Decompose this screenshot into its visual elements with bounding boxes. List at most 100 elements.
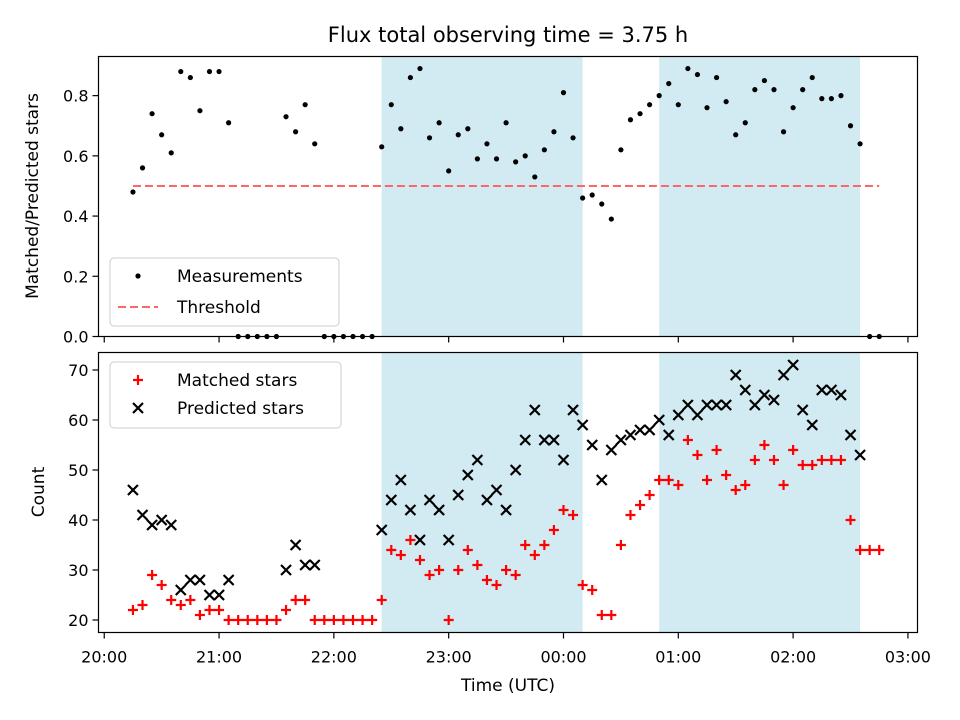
bottom-predicted-stars-point-40	[615, 434, 627, 446]
top-measurements-point-36	[474, 156, 480, 162]
bottom-matched-stars-point-44	[548, 525, 559, 535]
bottom-panel-ylabel: Count	[29, 466, 49, 517]
top-measurements-point-65	[752, 87, 758, 93]
top-measurements-point-47	[580, 195, 586, 201]
bottom-predicted-stars-point-59	[796, 404, 809, 416]
bottom-predicted-stars-point-12	[289, 539, 302, 551]
bottom-matched-stars-point-60	[702, 475, 713, 485]
top-measurements-point-54	[647, 102, 653, 108]
bottom-matched-stars-point-17	[290, 595, 301, 605]
top-measurements-point-44	[551, 129, 557, 135]
bottom-matched-stars-point-76	[855, 545, 866, 555]
bottom-matched-stars-point-74	[835, 455, 846, 465]
bottom-matched-stars-point-18	[300, 595, 311, 605]
bottom-matched-stars-point-0	[127, 605, 138, 615]
bottom-predicted-stars-point-46	[672, 409, 685, 421]
top-measurements-point-28	[398, 126, 404, 132]
bottom-matched-stars-point-58	[682, 435, 693, 445]
top-measurements-point-67	[771, 87, 777, 93]
top-measurements-point-31	[426, 135, 433, 141]
bottom-y-tick-label-5: 70	[68, 361, 88, 380]
bottom-matched-stars-point-20	[319, 615, 330, 625]
bottom-predicted-stars-point-29	[509, 464, 522, 476]
top-y-tick-label-2: 0.4	[63, 207, 88, 226]
top-measurements-point-73	[828, 96, 834, 102]
bottom-y-tick-label-1: 30	[68, 561, 88, 580]
x-axis-label: Time (UTC)	[460, 676, 555, 696]
bottom-predicted-stars-point-0	[127, 484, 139, 496]
top-measurements-point-64	[742, 120, 748, 126]
bottom-matched-stars-point-33	[443, 615, 454, 625]
top-measurements-point-19	[312, 141, 318, 147]
bottom-matched-stars-point-3	[156, 580, 167, 590]
bottom-predicted-stars-point-56	[768, 394, 780, 406]
top-measurements-point-45	[560, 90, 567, 96]
bottom-matched-stars-point-36	[472, 560, 483, 570]
bottom-predicted-stars-point-2	[146, 519, 158, 531]
bottom-predicted-stars-point-63	[835, 389, 847, 401]
top-measurements-point-50	[608, 216, 614, 222]
bottom-matched-stars-point-5	[175, 600, 186, 610]
bottom-matched-stars-point-40	[510, 570, 521, 580]
top-measurements-point-49	[599, 201, 605, 207]
top-measurements-point-37	[484, 141, 490, 147]
bottom-predicted-stars-point-51	[720, 399, 732, 411]
bottom-matched-stars-point-72	[816, 455, 827, 465]
bottom-predicted-stars-point-15	[375, 524, 388, 536]
bottom-matched-stars-point-66	[759, 440, 770, 450]
top-measurements-point-4	[168, 150, 174, 156]
bottom-predicted-stars-point-5	[175, 584, 187, 596]
bottom-matched-stars-point-71	[807, 460, 818, 470]
bottom-predicted-stars-point-33	[548, 434, 560, 446]
top-measurements-point-3	[159, 132, 165, 138]
x-tick-label-4: 00:00	[540, 648, 586, 667]
bottom-matched-stars-point-39	[501, 565, 512, 575]
bottom-predicted-stars-point-60	[806, 419, 819, 431]
bottom-predicted-stars-point-39	[605, 444, 618, 456]
bottom-matched-stars-point-32	[434, 565, 445, 575]
top-y-tick-label-3: 0.6	[63, 147, 88, 166]
bottom-predicted-stars-point-24	[462, 469, 474, 481]
bottom-predicted-stars-point-57	[777, 369, 790, 381]
top-measurements-point-76	[857, 141, 863, 147]
bottom-matched-stars-point-46	[568, 510, 579, 520]
bottom-matched-stars-point-43	[539, 540, 550, 550]
bottom-matched-stars-point-35	[462, 545, 473, 555]
bottom-matched-stars-point-24	[357, 615, 368, 625]
bottom-predicted-stars-point-27	[490, 484, 503, 496]
top-measurements-point-34	[455, 132, 461, 138]
bottom-matched-stars-point-78	[874, 545, 885, 555]
bottom-matched-stars-point-56	[663, 475, 674, 485]
bottom-matched-stars-point-15	[271, 615, 282, 625]
bottom-matched-stars-point-51	[615, 540, 626, 550]
bottom-predicted-stars-point-64	[844, 429, 857, 441]
bottom-predicted-stars-point-45	[662, 429, 675, 441]
bottom-predicted-stars-point-44	[653, 414, 665, 426]
top-measurements-point-74	[838, 93, 844, 99]
bottom-predicted-stars-point-62	[825, 384, 838, 396]
bottom-predicted-stars-point-38	[595, 474, 608, 486]
bottom-predicted-stars-point-8	[203, 589, 216, 601]
bottom-matched-stars-point-48	[587, 585, 598, 595]
bottom-predicted-stars-point-3	[155, 514, 168, 526]
top-measurements-point-59	[694, 71, 701, 78]
top-measurements-point-29	[407, 74, 414, 81]
top-observing-window-1	[381, 56, 583, 337]
top-measurements-point-48	[589, 192, 595, 198]
top-measurements-point-71	[809, 74, 815, 81]
top-measurements-point-1	[139, 165, 146, 171]
bottom-matched-stars-point-27	[386, 545, 397, 555]
bottom-predicted-stars-point-25	[471, 454, 484, 466]
bottom-legend-matched-label: Matched stars	[177, 371, 297, 391]
bottom-matched-stars-point-28	[395, 550, 406, 560]
bottom-matched-stars-point-10	[223, 615, 234, 625]
bottom-matched-stars-point-8	[204, 605, 215, 615]
bottom-predicted-stars-point-34	[557, 454, 570, 466]
bottom-predicted-stars-point-52	[729, 369, 742, 381]
bottom-predicted-stars-point-7	[194, 574, 206, 586]
bottom-matched-stars-point-14	[261, 615, 272, 625]
bottom-matched-stars-point-30	[414, 555, 425, 565]
bottom-matched-stars-point-42	[529, 550, 540, 560]
top-panel-ylabel: Matched/Predicted stars	[23, 93, 43, 299]
bottom-matched-stars-point-16	[281, 605, 292, 615]
